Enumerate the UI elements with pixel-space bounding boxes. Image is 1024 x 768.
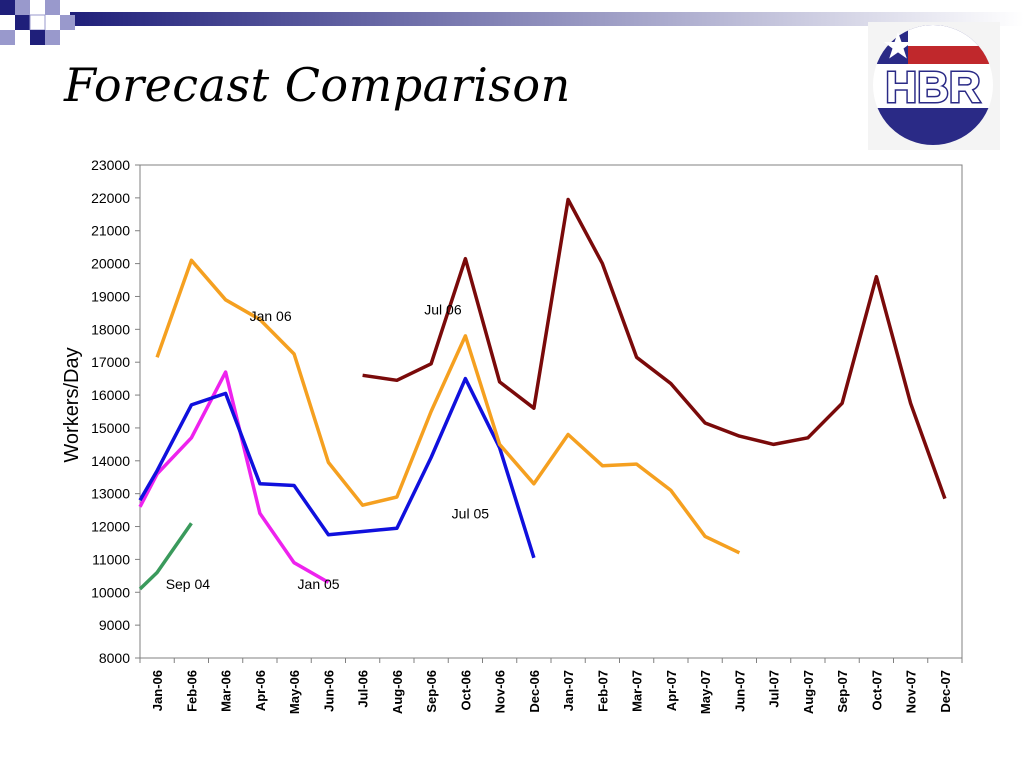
y-tick-label: 18000 bbox=[91, 321, 130, 337]
y-axis: 8000 9000 10000 11000 12000 13000 14000 15000 16… bbox=[91, 157, 140, 666]
logo-white-band bbox=[873, 64, 993, 108]
y-tick-label: 17000 bbox=[91, 354, 130, 370]
y-tick-label: 11000 bbox=[92, 551, 130, 567]
x-tick-label: Apr-06 bbox=[253, 670, 268, 711]
x-tick-label: May-07 bbox=[698, 670, 713, 714]
y-tick-label: 14000 bbox=[91, 453, 130, 469]
deco-square bbox=[60, 15, 75, 30]
series-line bbox=[138, 376, 536, 559]
y-tick-label: 15000 bbox=[91, 420, 130, 436]
x-tick-label: Jan-06 bbox=[150, 670, 165, 711]
y-tick-label: 13000 bbox=[91, 486, 130, 502]
logo-top-red bbox=[908, 46, 993, 64]
x-axis: Jan-06 Feb-06 Mar-06 Apr-06 May-06 Jun-06 Jul-… bbox=[139, 658, 963, 714]
series-line bbox=[138, 522, 193, 591]
deco-square bbox=[15, 0, 30, 15]
annotation-label: Jul 06 bbox=[424, 302, 462, 318]
series-line bbox=[362, 197, 947, 500]
x-tick-label: Jun-06 bbox=[321, 670, 336, 712]
x-tick-label: Jan-07 bbox=[561, 670, 576, 711]
deco-square bbox=[30, 30, 45, 45]
annotation-label: Jul 05 bbox=[452, 505, 490, 521]
page-title: Forecast Comparison bbox=[64, 58, 571, 112]
x-tick-label: May-06 bbox=[287, 670, 302, 714]
star-icon bbox=[884, 32, 912, 59]
x-tick-label: Nov-07 bbox=[904, 670, 919, 713]
plot-area bbox=[139, 164, 963, 659]
x-tick-label: Oct-06 bbox=[458, 670, 473, 710]
y-tick-label: 9000 bbox=[99, 617, 130, 633]
x-tick-label: Jul-07 bbox=[767, 670, 782, 708]
y-tick-label: 21000 bbox=[91, 223, 130, 239]
header-gradient-bar bbox=[70, 12, 1024, 26]
x-tick-label: Feb-07 bbox=[595, 670, 610, 712]
y-tick-label: 16000 bbox=[91, 387, 130, 403]
series-layer bbox=[138, 197, 947, 591]
x-tick-label: Feb-06 bbox=[184, 670, 199, 712]
x-tick-label: Dec-06 bbox=[527, 670, 542, 713]
y-tick-label: 20000 bbox=[91, 256, 130, 272]
x-tick-label: Aug-06 bbox=[390, 670, 405, 714]
y-tick-label: 10000 bbox=[91, 584, 130, 600]
series-line bbox=[155, 258, 741, 555]
annotation-label: Jan 06 bbox=[250, 308, 292, 324]
series-line bbox=[138, 370, 330, 584]
x-tick-label: Dec-07 bbox=[938, 670, 953, 713]
x-tick-label: Mar-07 bbox=[630, 670, 645, 712]
logo-text: HBR bbox=[885, 63, 980, 112]
x-tick-label: Mar-06 bbox=[219, 670, 234, 712]
deco-square bbox=[0, 0, 15, 15]
deco-square bbox=[0, 30, 15, 45]
y-axis-label: Workers/Day bbox=[61, 347, 83, 462]
deco-square bbox=[45, 0, 60, 15]
x-tick-label: Sep-06 bbox=[424, 670, 439, 713]
hbr-logo: HBR bbox=[868, 22, 1000, 150]
y-tick-label: 8000 bbox=[99, 650, 130, 666]
annotation-label: Sep 04 bbox=[166, 576, 211, 592]
x-tick-label: Sep-07 bbox=[835, 670, 850, 713]
y-tick-label: 12000 bbox=[91, 519, 130, 535]
y-tick-label: 22000 bbox=[91, 190, 130, 206]
x-tick-label: Aug-07 bbox=[801, 670, 816, 714]
x-tick-label: Nov-06 bbox=[493, 670, 508, 713]
x-tick-label: Oct-07 bbox=[869, 670, 884, 710]
x-tick-label: Apr-07 bbox=[664, 670, 679, 711]
deco-square bbox=[45, 30, 60, 45]
y-tick-label: 19000 bbox=[91, 288, 130, 304]
deco-square bbox=[15, 15, 30, 30]
y-tick-label: 23000 bbox=[91, 157, 130, 173]
annotations: Sep 04 Jan 05 Jul 05 Jan 06 Jul 06 bbox=[166, 302, 490, 592]
annotation-label: Jan 05 bbox=[298, 576, 340, 592]
x-tick-label: Jun-07 bbox=[732, 670, 747, 712]
x-tick-label: Jul-06 bbox=[356, 670, 371, 708]
title-decoration bbox=[0, 0, 1024, 45]
